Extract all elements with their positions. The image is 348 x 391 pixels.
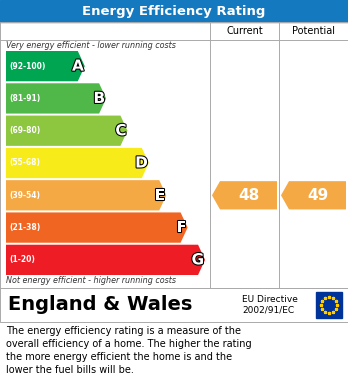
Text: Energy Efficiency Rating: Energy Efficiency Rating — [82, 5, 266, 18]
Bar — [0, 288, 348, 322]
Text: F: F — [176, 220, 187, 235]
Text: B: B — [94, 91, 105, 106]
Text: Not energy efficient - higher running costs: Not energy efficient - higher running co… — [6, 276, 176, 285]
Text: E: E — [155, 188, 165, 203]
Text: (55-68): (55-68) — [9, 158, 40, 167]
Text: EU Directive: EU Directive — [242, 296, 298, 305]
Text: (81-91): (81-91) — [9, 94, 40, 103]
Polygon shape — [281, 181, 346, 210]
Text: (1-20): (1-20) — [9, 255, 35, 264]
Text: 48: 48 — [238, 188, 259, 203]
Text: Current: Current — [226, 26, 263, 36]
Text: lower the fuel bills will be.: lower the fuel bills will be. — [6, 365, 134, 375]
Text: The energy efficiency rating is a measure of the: The energy efficiency rating is a measur… — [6, 326, 241, 336]
Text: 49: 49 — [307, 188, 328, 203]
Polygon shape — [212, 181, 277, 210]
Text: G: G — [191, 252, 204, 267]
Polygon shape — [6, 83, 106, 113]
Text: Potential: Potential — [292, 26, 335, 36]
Text: overall efficiency of a home. The higher the rating: overall efficiency of a home. The higher… — [6, 339, 252, 349]
Text: (39-54): (39-54) — [9, 191, 40, 200]
Bar — [316, 292, 342, 318]
Polygon shape — [6, 116, 127, 146]
Text: (21-38): (21-38) — [9, 223, 40, 232]
Text: England & Wales: England & Wales — [8, 296, 192, 314]
Polygon shape — [6, 212, 188, 243]
Text: the more energy efficient the home is and the: the more energy efficient the home is an… — [6, 352, 232, 362]
Bar — [0, 0, 348, 22]
Polygon shape — [6, 148, 149, 178]
Text: (69-80): (69-80) — [9, 126, 40, 135]
Polygon shape — [6, 51, 85, 81]
Polygon shape — [6, 245, 205, 275]
Bar — [0, 22, 348, 288]
Text: Very energy efficient - lower running costs: Very energy efficient - lower running co… — [6, 41, 176, 50]
Polygon shape — [6, 180, 166, 210]
Text: C: C — [115, 123, 126, 138]
Text: D: D — [135, 156, 148, 170]
Text: 2002/91/EC: 2002/91/EC — [242, 305, 294, 314]
Text: A: A — [72, 59, 84, 74]
Text: (92-100): (92-100) — [9, 62, 45, 71]
